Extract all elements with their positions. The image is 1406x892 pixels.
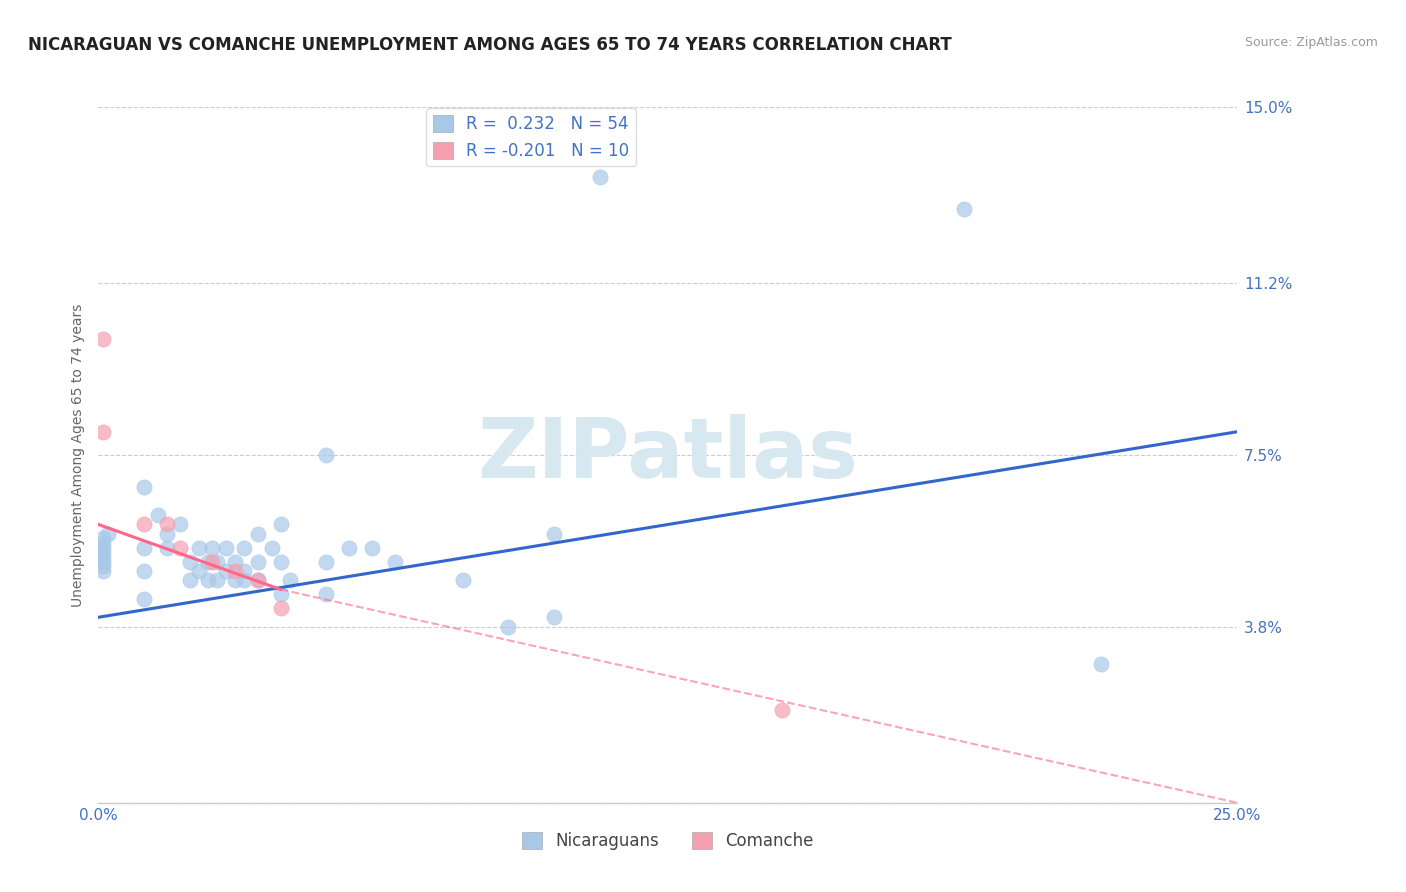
Text: ZIPatlas: ZIPatlas (478, 415, 858, 495)
Point (270, 517, 292, 532)
Legend: Nicaraguans, Comanche: Nicaraguans, Comanche (515, 826, 821, 857)
Point (246, 573, 269, 587)
Point (179, 573, 201, 587)
Point (384, 555, 406, 569)
Point (953, 202, 976, 216)
Point (315, 448, 337, 462)
Text: Source: ZipAtlas.com: Source: ZipAtlas.com (1244, 36, 1378, 49)
Point (91, 541, 114, 555)
Point (169, 541, 191, 555)
Point (246, 526, 269, 541)
Point (588, 169, 610, 184)
Point (201, 541, 224, 555)
Point (233, 541, 256, 555)
Point (215, 541, 238, 555)
Point (205, 573, 228, 587)
Point (201, 555, 224, 569)
Point (91, 559, 114, 574)
Point (224, 573, 246, 587)
Point (337, 541, 360, 555)
Point (146, 508, 169, 523)
Point (215, 564, 238, 578)
Point (132, 591, 155, 606)
Point (187, 564, 209, 578)
Point (270, 587, 292, 601)
Point (197, 555, 219, 569)
Point (1090, 657, 1112, 671)
Point (233, 573, 256, 587)
Point (91, 545, 114, 559)
Point (156, 517, 179, 532)
Point (156, 541, 179, 555)
Point (543, 526, 565, 541)
Point (91, 536, 114, 550)
Point (91, 564, 114, 578)
Point (169, 517, 191, 532)
Text: NICARAGUAN VS COMANCHE UNEMPLOYMENT AMONG AGES 65 TO 74 YEARS CORRELATION CHART: NICARAGUAN VS COMANCHE UNEMPLOYMENT AMON… (28, 36, 952, 54)
Point (205, 555, 228, 569)
Point (543, 610, 565, 624)
Point (91, 549, 114, 564)
Point (270, 555, 292, 569)
Y-axis label: Unemployment Among Ages 65 to 74 years: Unemployment Among Ages 65 to 74 years (70, 303, 84, 607)
Point (260, 541, 283, 555)
Point (132, 541, 155, 555)
Point (132, 480, 155, 494)
Point (451, 573, 474, 587)
Point (278, 573, 301, 587)
Point (197, 573, 219, 587)
Point (132, 517, 155, 532)
Point (315, 555, 337, 569)
Point (156, 526, 179, 541)
Point (270, 601, 292, 615)
Point (498, 619, 520, 633)
Point (315, 587, 337, 601)
Point (91, 332, 114, 346)
Point (233, 564, 256, 578)
Point (96, 526, 118, 541)
Point (360, 541, 382, 555)
Point (770, 703, 793, 717)
Point (224, 564, 246, 578)
Point (91, 555, 114, 569)
Point (91, 532, 114, 546)
Point (246, 555, 269, 569)
Point (187, 541, 209, 555)
Point (179, 555, 201, 569)
Point (246, 573, 269, 587)
Point (132, 564, 155, 578)
Point (91, 425, 114, 439)
Point (224, 555, 246, 569)
